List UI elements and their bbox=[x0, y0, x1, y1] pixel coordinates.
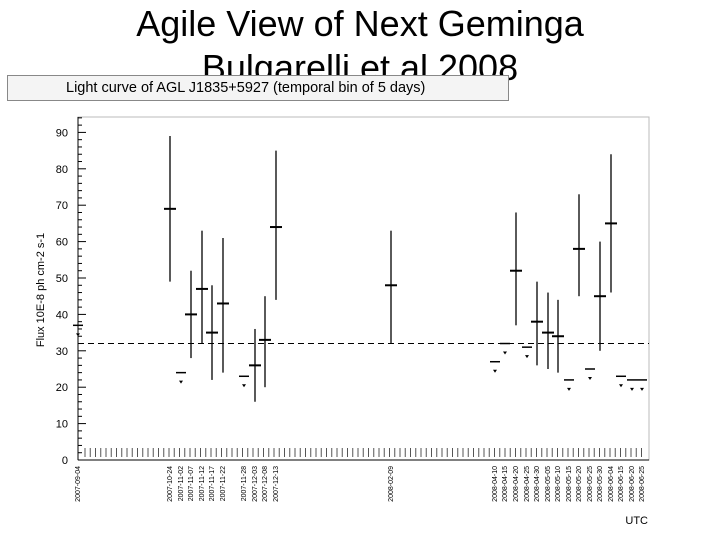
x-date-label: 2008-04-30 bbox=[534, 466, 541, 502]
y-tick-label: 30 bbox=[56, 346, 68, 358]
y-ticks: 0 10 20 30 40 50 60 70 80 90 bbox=[56, 117, 86, 467]
x-ticks bbox=[84, 448, 642, 457]
x-date-label: 2008-04-25 bbox=[524, 466, 531, 502]
x-date-label: 2008-05-05 bbox=[545, 466, 552, 502]
upper-limit-arrow bbox=[640, 387, 644, 391]
upper-limit-arrow bbox=[503, 351, 507, 355]
x-date-label: 2007-10-24 bbox=[167, 466, 174, 502]
upper-limit-arrow bbox=[567, 387, 571, 391]
y-tick-label: 50 bbox=[56, 273, 68, 285]
x-date-label: 2007-12-08 bbox=[262, 466, 269, 502]
y-tick-label: 90 bbox=[56, 127, 68, 139]
x-date-label: 2008-06-20 bbox=[629, 466, 636, 502]
upper-limit-arrow bbox=[76, 333, 80, 337]
upper-limit-arrow bbox=[493, 369, 497, 373]
y-tick-label: 40 bbox=[56, 309, 68, 321]
plot-frame bbox=[77, 116, 650, 461]
y-axis-label: Flux 10E-8 ph cm-2 s-1 bbox=[35, 233, 47, 347]
upper-limit-arrow bbox=[242, 384, 246, 388]
x-date-label: 2008-05-10 bbox=[555, 466, 562, 502]
y-tick-label: 0 bbox=[62, 455, 68, 467]
x-date-label: 2008-02-09 bbox=[388, 466, 395, 502]
date-labels: 2007-09-04 2007-10-24 2007-11-02 2007-11-07… bbox=[75, 466, 646, 502]
data-marks bbox=[73, 136, 647, 402]
chart-title: Light curve of AGL J1835+5927 (temporal … bbox=[66, 80, 426, 96]
slide-title-line-1: Agile View of Next Geminga bbox=[136, 3, 584, 44]
x-date-label: 2007-11-02 bbox=[178, 466, 185, 501]
y-tick-label: 70 bbox=[56, 200, 68, 212]
x-date-label: 2008-04-20 bbox=[513, 466, 520, 502]
x-date-label: 2008-05-30 bbox=[597, 466, 604, 502]
x-date-label: 2007-11-07 bbox=[188, 466, 195, 501]
upper-limit-arrow bbox=[630, 387, 634, 391]
x-axis-label: UTC bbox=[625, 515, 648, 527]
x-date-label: 2007-09-04 bbox=[75, 466, 82, 502]
y-tick-label: 80 bbox=[56, 164, 68, 176]
x-date-label: 2007-12-03 bbox=[252, 466, 259, 502]
upper-limit-arrow bbox=[179, 380, 183, 384]
x-date-label: 2008-06-04 bbox=[608, 466, 615, 502]
y-tick-label: 20 bbox=[56, 382, 68, 394]
y-tick-label: 60 bbox=[56, 237, 68, 249]
chart-title-box: Light curve of AGL J1835+5927 (temporal … bbox=[7, 75, 509, 101]
x-date-label: 2008-04-10 bbox=[492, 466, 499, 502]
x-date-label: 2008-05-20 bbox=[576, 466, 583, 502]
upper-limit-arrow bbox=[588, 377, 592, 380]
x-date-label: 2007-11-22 bbox=[220, 466, 227, 501]
x-date-label: 2007-11-17 bbox=[209, 466, 216, 501]
upper-limit-arrow bbox=[525, 355, 529, 359]
x-date-label: 2008-06-25 bbox=[639, 466, 646, 502]
x-date-label: 2007-11-28 bbox=[241, 466, 248, 501]
x-date-label: 2008-05-25 bbox=[587, 466, 594, 502]
x-date-label: 2007-12-13 bbox=[273, 466, 280, 502]
x-date-label: 2008-04-15 bbox=[502, 466, 509, 502]
x-date-label: 2008-06-15 bbox=[618, 466, 625, 502]
x-date-label: 2008-05-15 bbox=[566, 466, 573, 502]
x-date-label: 2007-11-12 bbox=[199, 466, 206, 501]
y-tick-label: 10 bbox=[56, 419, 68, 431]
y-axis-label-group: Flux 10E-8 ph cm-2 s-1 bbox=[35, 233, 47, 347]
upper-limit-arrow bbox=[619, 384, 623, 388]
